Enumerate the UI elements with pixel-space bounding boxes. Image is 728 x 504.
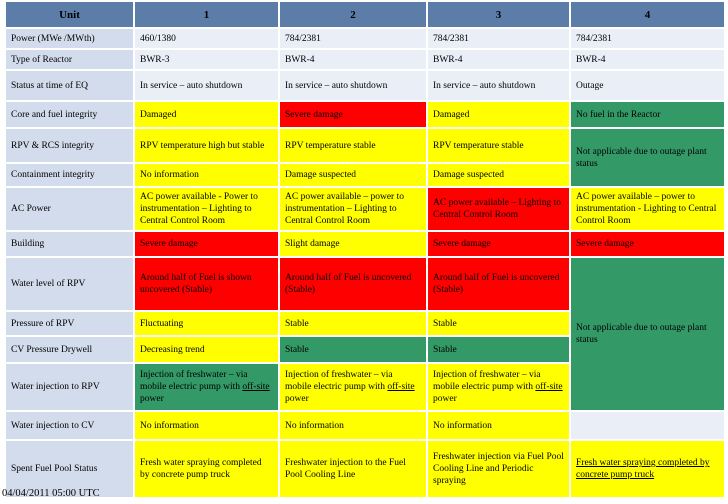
- table-cell: Severe damage: [133, 230, 280, 258]
- table-row: RPV & RCS integrity RPV temperature high…: [4, 127, 726, 188]
- table-cell: Stable: [426, 335, 571, 364]
- table-cell: AC power available - Power to instrument…: [133, 186, 280, 232]
- table-cell: No information: [278, 410, 428, 441]
- row-label: Water level of RPV: [4, 256, 135, 312]
- row-label: Containment integrity: [4, 162, 135, 188]
- table-cell: No information: [133, 410, 280, 441]
- table-cell: Injection of freshwater – via mobile ele…: [426, 362, 571, 412]
- table-cell: Damage suspected: [278, 162, 428, 188]
- table-cell: Stable: [426, 310, 571, 337]
- row-label: Water injection to CV: [4, 410, 135, 441]
- row-label: Core and fuel integrity: [4, 100, 135, 129]
- table-row: Water level of RPV Around half of Fuel i…: [4, 256, 726, 412]
- table-cell: Decreasing trend: [133, 335, 280, 364]
- table-cell: Stable: [278, 310, 428, 337]
- row-label: AC Power: [4, 186, 135, 232]
- table-row: Power (MWe /MWth) 460/1380 784/2381 784/…: [4, 27, 726, 50]
- table-row: Spent Fuel Pool Status Fresh water spray…: [4, 439, 726, 499]
- footer-date: 04/04/2011 05:00 UTC: [2, 488, 100, 499]
- table-cell: Stable: [278, 335, 428, 364]
- row-label: Water injection to RPV: [4, 362, 135, 412]
- table-row: Status at time of EQ In service – auto s…: [4, 69, 726, 102]
- table-cell: Not applicable due to outage plant statu…: [569, 256, 726, 412]
- table-row: Water injection to RPV Injection of fres…: [4, 362, 725, 412]
- table-cell: Damaged: [426, 100, 571, 129]
- table-cell: Around half of Fuel is shown uncovered (…: [133, 256, 280, 312]
- table-row: Containment integrity No information Dam…: [4, 162, 725, 188]
- offsite-text: off-site: [242, 382, 270, 392]
- table-cell: AC power available – power to instrument…: [569, 186, 726, 232]
- cell-text: power: [433, 394, 457, 404]
- table-cell: Damage suspected: [426, 162, 571, 188]
- table-header-row: Unit 1 2 3 4: [4, 0, 726, 29]
- table-cell: RPV temperature stable: [278, 127, 428, 164]
- row-label: Pressure of RPV: [4, 310, 135, 337]
- plant-status-table: Unit 1 2 3 4 Power (MWe /MWth) 460/1380 …: [4, 0, 726, 499]
- header-unit: Unit: [4, 0, 135, 29]
- table-cell: Freshwater injection via Fuel Pool Cooli…: [426, 439, 571, 499]
- table-row: Building Severe damage Slight damage Sev…: [4, 230, 726, 258]
- table-cell: Severe damage: [569, 230, 726, 258]
- table-cell: 460/1380: [133, 27, 280, 50]
- cell-text: power: [285, 394, 309, 404]
- table-row: Pressure of RPV Fluctuating Stable Stabl…: [4, 310, 725, 337]
- row-label: Status at time of EQ: [4, 69, 135, 102]
- table-cell: No fuel in the Reactor: [569, 100, 726, 129]
- table-cell: AC power available – power to instrument…: [278, 186, 428, 232]
- table-row: AC Power AC power available - Power to i…: [4, 186, 726, 232]
- header-unit-4: 4: [569, 0, 726, 29]
- cell-text: Injection of freshwater – via mobile ele…: [140, 370, 248, 392]
- table-cell: BWR-4: [278, 48, 428, 71]
- row-label: RPV & RCS integrity: [4, 127, 135, 164]
- table-cell: RPV temperature stable: [426, 127, 571, 164]
- table-cell: Around half of Fuel is uncovered (Stable…: [426, 256, 571, 312]
- table-cell: In service – auto shutdown: [278, 69, 428, 102]
- table-row: Core and fuel integrity Damaged Severe d…: [4, 100, 726, 129]
- table-cell: Injection of freshwater – via mobile ele…: [133, 362, 280, 412]
- table-cell: BWR-3: [133, 48, 280, 71]
- table-cell: In service – auto shutdown: [426, 69, 571, 102]
- cell-text: power: [140, 394, 164, 404]
- table-cell: Damaged: [133, 100, 280, 129]
- table-cell: Not applicable due to outage plant statu…: [569, 127, 726, 188]
- table-cell: No information: [133, 162, 280, 188]
- header-unit-1: 1: [133, 0, 280, 29]
- table-cell: Outage: [569, 69, 726, 102]
- table-cell: [569, 410, 726, 441]
- row-label: Spent Fuel Pool Status: [4, 439, 135, 499]
- row-label: Power (MWe /MWth): [4, 27, 135, 50]
- table-cell: Severe damage: [278, 100, 428, 129]
- table-row: Water injection to CV No information No …: [4, 410, 726, 441]
- table-cell: No information: [426, 410, 571, 441]
- offsite-text: off-site: [387, 382, 415, 392]
- table-cell: BWR-4: [426, 48, 571, 71]
- cell-text: Injection of freshwater – via mobile ele…: [433, 370, 541, 392]
- row-label: CV Pressure Drywell: [4, 335, 135, 364]
- table-cell: 784/2381: [569, 27, 726, 50]
- table-cell: Freshwater injection to the Fuel Pool Co…: [278, 439, 428, 499]
- header-unit-2: 2: [278, 0, 428, 29]
- table-cell: Slight damage: [278, 230, 428, 258]
- table-cell: RPV temperature high but stable: [133, 127, 280, 164]
- table-cell: In service – auto shutdown: [133, 69, 280, 102]
- offsite-text: off-site: [535, 382, 563, 392]
- table-cell: Fresh water spraying completed by concre…: [569, 439, 726, 499]
- cell-text: Injection of freshwater – via mobile ele…: [285, 370, 393, 392]
- table-cell: Fresh water spraying completed by concre…: [133, 439, 280, 499]
- header-unit-3: 3: [426, 0, 571, 29]
- table-cell: 784/2381: [426, 27, 571, 50]
- table-cell: Injection of freshwater – via mobile ele…: [278, 362, 428, 412]
- table-cell: AC power available – Lighting to Central…: [426, 186, 571, 232]
- row-label: Type of Reactor: [4, 48, 135, 71]
- table-cell: Severe damage: [426, 230, 571, 258]
- table-cell: BWR-4: [569, 48, 726, 71]
- table-cell: Fluctuating: [133, 310, 280, 337]
- table-cell: 784/2381: [278, 27, 428, 50]
- row-label: Building: [4, 230, 135, 258]
- table-row: CV Pressure Drywell Decreasing trend Sta…: [4, 335, 725, 364]
- table-row: Type of Reactor BWR-3 BWR-4 BWR-4 BWR-4: [4, 48, 726, 71]
- table-cell: Around half of Fuel is uncovered (Stable…: [278, 256, 428, 312]
